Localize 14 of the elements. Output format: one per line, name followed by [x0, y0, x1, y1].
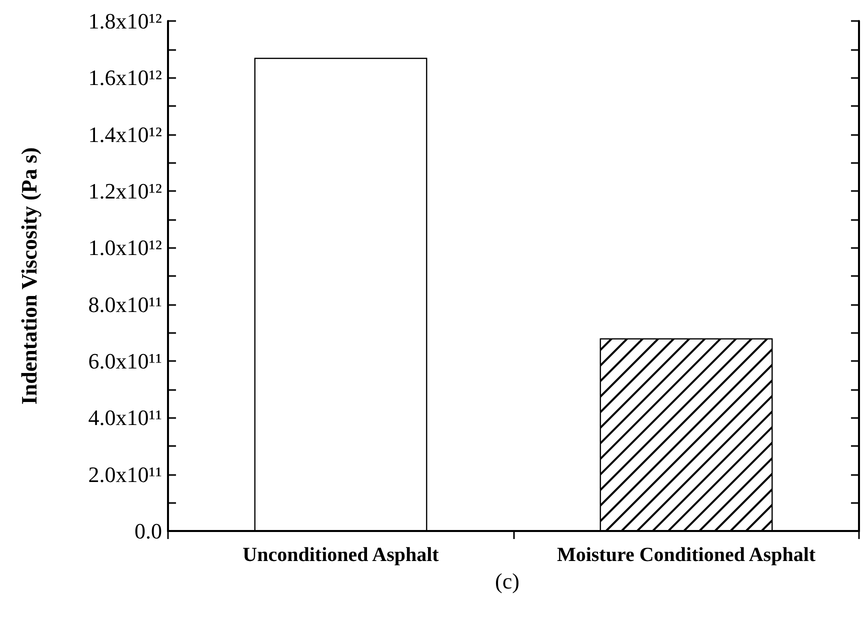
text: (c) [495, 568, 520, 594]
y-tick-label: 1.2x10¹² [88, 178, 162, 204]
y-tick-label: 6.0x10¹¹ [88, 348, 162, 374]
y-axis-title: Indentation Viscosity (Pa s) [16, 147, 42, 405]
y-tick-label: 1.6x10¹² [88, 65, 162, 90]
y-tick-label: 1.8x10¹² [88, 8, 162, 34]
x-tick-label: Unconditioned Asphalt [242, 544, 440, 566]
y-tick-label: 4.0x10¹¹ [88, 405, 162, 430]
y-tick-label: 8.0x10¹¹ [88, 292, 162, 317]
y-tick-label: 1.0x10¹² [88, 235, 162, 260]
x-tick-label: Moisture Conditioned Asphalt [556, 544, 816, 566]
y-tick-label: 1.4x10¹² [88, 122, 162, 147]
y-tick-label: 0.0 [134, 518, 162, 544]
y-tick-label: 2.0x10¹¹ [88, 462, 162, 487]
